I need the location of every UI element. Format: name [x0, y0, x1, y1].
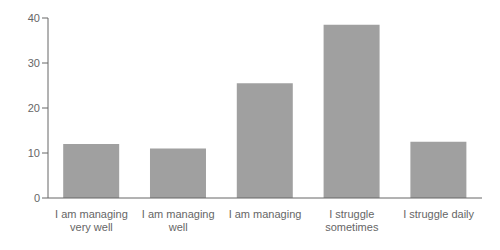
svg-text:10: 10	[28, 147, 40, 159]
svg-text:I am managing: I am managing	[229, 208, 302, 220]
svg-text:I am managingvery well: I am managingvery well	[55, 208, 128, 233]
svg-text:I am managingwell: I am managingwell	[142, 208, 215, 233]
svg-text:I strugglesometimes: I strugglesometimes	[325, 208, 379, 233]
svg-text:I struggle daily: I struggle daily	[403, 208, 474, 220]
svg-text:0: 0	[34, 192, 40, 204]
svg-text:30: 30	[28, 57, 40, 69]
svg-text:20: 20	[28, 102, 40, 114]
svg-text:40: 40	[28, 12, 40, 24]
